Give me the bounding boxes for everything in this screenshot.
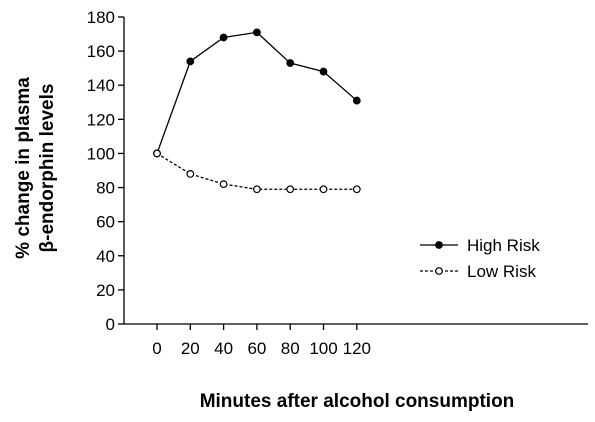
axis-ticks: 0 20 40 60 80 100 120 140 160 180 0 20 40 60 80 100 120 [87, 8, 371, 358]
y-tick-label: 180 [87, 8, 115, 27]
series-line-low-risk [156, 152, 357, 190]
x-tick-label: 20 [181, 339, 200, 358]
legend-marker-high-risk [435, 241, 443, 249]
legend-item-low-risk: Low Risk [420, 262, 536, 281]
data-point-low-risk [352, 185, 361, 194]
y-tick-label: 120 [87, 110, 115, 129]
y-tick-label: 80 [96, 179, 115, 198]
legend: High Risk Low Risk [420, 236, 540, 281]
x-tick-label: 0 [152, 339, 161, 358]
data-point-high-risk [286, 59, 295, 67]
y-tick-label: 160 [87, 42, 115, 61]
y-axis-title-line-1: % change in plasma [13, 77, 34, 259]
data-series [153, 28, 361, 194]
legend-item-high-risk: High Risk [420, 236, 540, 255]
data-point-low-risk [153, 149, 161, 158]
data-point-high-risk [252, 28, 261, 37]
y-tick-label: 100 [87, 144, 115, 163]
x-tick-label: 80 [281, 339, 300, 358]
series-high-risk [153, 28, 361, 158]
data-point-high-risk [186, 57, 195, 66]
legend-marker-low-risk [435, 267, 443, 275]
data-point-high-risk [352, 96, 361, 105]
legend-label-low-risk: Low Risk [467, 262, 536, 281]
y-axis-title-line-2: β-endorphin levels [37, 84, 58, 253]
y-tick-label: 60 [96, 213, 115, 232]
data-point-low-risk [186, 170, 195, 178]
data-point-low-risk [286, 185, 295, 194]
series-line-high-risk [156, 31, 358, 154]
x-tick-label: 40 [214, 339, 233, 358]
data-point-low-risk [219, 180, 228, 189]
series-low-risk [153, 149, 361, 194]
data-point-low-risk [252, 185, 261, 194]
y-tick-label: 20 [96, 281, 115, 300]
data-point-high-risk [319, 67, 328, 76]
x-tick-label: 120 [343, 339, 371, 358]
y-tick-label: 40 [96, 247, 115, 266]
legend-label-high-risk: High Risk [467, 236, 540, 255]
data-point-low-risk [319, 185, 328, 194]
y-tick-label: 140 [87, 76, 115, 95]
x-tick-label: 60 [247, 339, 266, 358]
x-tick-label: 100 [309, 339, 337, 358]
x-axis-title: Minutes after alcohol consumption [200, 391, 515, 412]
y-tick-label: 0 [106, 315, 115, 334]
data-point-high-risk [219, 33, 228, 42]
axes [123, 17, 588, 325]
